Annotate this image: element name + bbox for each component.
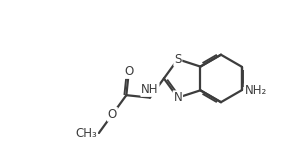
Text: S: S — [174, 53, 181, 66]
Text: NH₂: NH₂ — [245, 84, 267, 97]
Text: NH: NH — [141, 83, 159, 96]
Text: O: O — [108, 108, 117, 121]
Text: CH₃: CH₃ — [75, 127, 97, 140]
Text: N: N — [173, 91, 182, 104]
Text: O: O — [124, 65, 134, 78]
